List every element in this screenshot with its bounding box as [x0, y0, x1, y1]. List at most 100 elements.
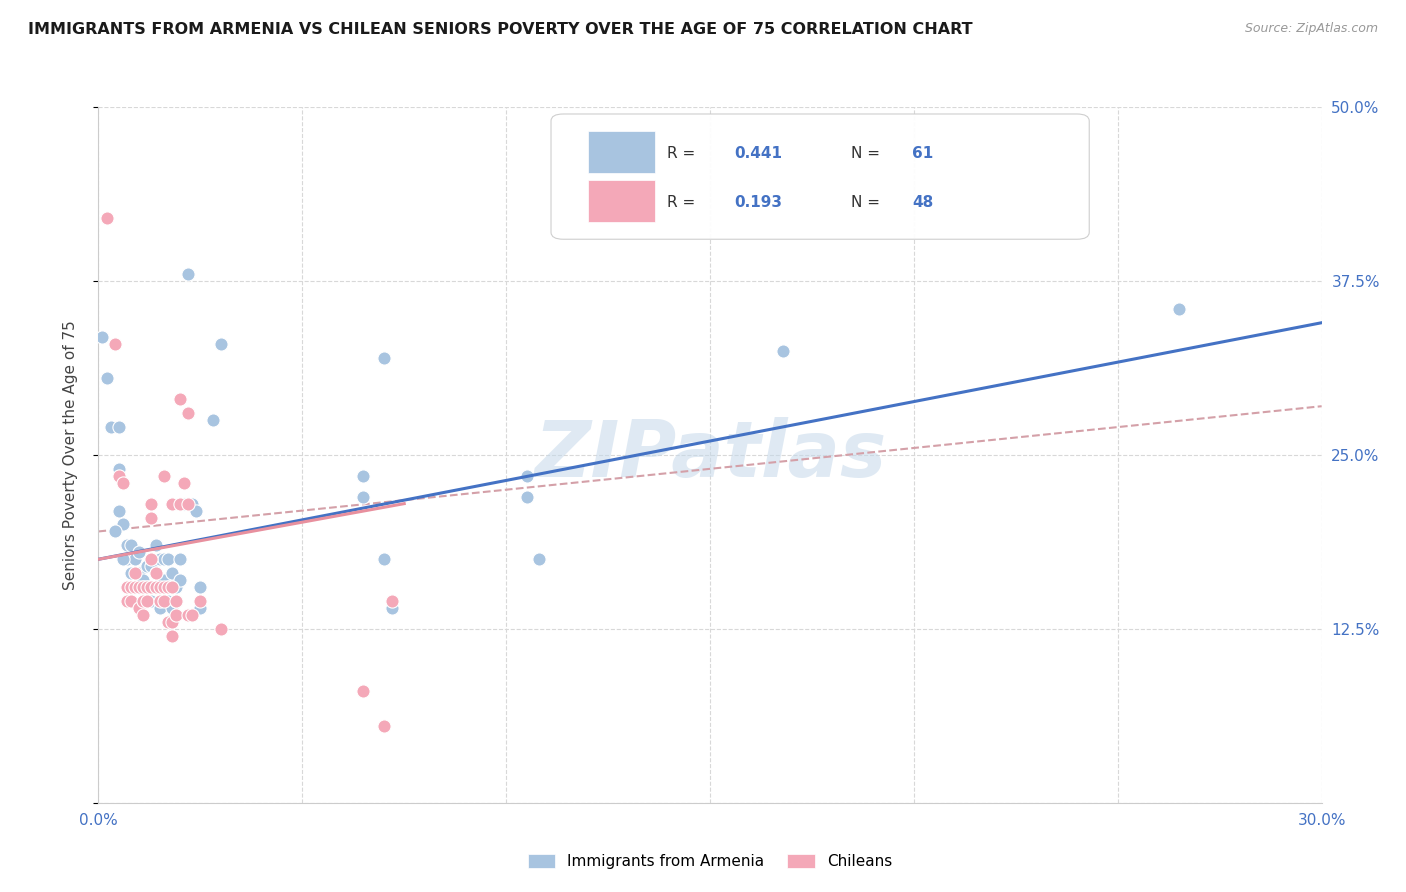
Point [201, 413, 224, 427]
Point [160, 615, 183, 629]
Point [152, 594, 174, 608]
Text: 48: 48 [912, 194, 934, 210]
Point [120, 594, 142, 608]
Point [124, 566, 146, 581]
Point [149, 580, 172, 594]
Point [96, 371, 118, 385]
Point [156, 594, 179, 608]
Point [141, 559, 163, 574]
Point [145, 538, 167, 552]
Point [104, 336, 127, 351]
Point [115, 580, 138, 594]
Point [352, 468, 374, 483]
Point [115, 552, 138, 566]
Point [104, 524, 127, 539]
Point [141, 580, 163, 594]
Point [373, 351, 395, 365]
Legend: Immigrants from Armenia, Chileans: Immigrants from Armenia, Chileans [522, 848, 898, 875]
Point [188, 601, 212, 615]
Point [136, 559, 159, 574]
Point [152, 573, 174, 587]
Text: R =: R = [668, 194, 700, 210]
Point [115, 538, 138, 552]
Point [141, 497, 163, 511]
Point [108, 468, 131, 483]
Point [373, 719, 395, 733]
Point [145, 566, 167, 581]
Point [96, 211, 118, 226]
Point [120, 580, 142, 594]
Point [173, 475, 195, 490]
Point [181, 607, 204, 622]
Point [152, 552, 174, 566]
Point [149, 580, 172, 594]
Point [169, 552, 191, 566]
Point [160, 580, 183, 594]
Point [91, 329, 114, 343]
Point [108, 462, 131, 476]
Text: ZIPatlas: ZIPatlas [534, 417, 886, 493]
FancyBboxPatch shape [588, 180, 655, 222]
Point [100, 420, 122, 434]
Point [128, 601, 150, 615]
Point [169, 497, 191, 511]
Point [145, 580, 167, 594]
Point [111, 552, 134, 566]
FancyBboxPatch shape [588, 131, 655, 173]
Point [120, 538, 142, 552]
Point [149, 552, 172, 566]
Point [160, 497, 183, 511]
Point [141, 510, 163, 524]
Point [165, 594, 187, 608]
Point [128, 545, 150, 559]
FancyBboxPatch shape [551, 114, 1090, 239]
Point [132, 607, 155, 622]
Point [373, 552, 395, 566]
Point [209, 336, 232, 351]
Point [160, 629, 183, 643]
Point [381, 594, 404, 608]
Text: 0.193: 0.193 [734, 194, 783, 210]
Point [149, 594, 172, 608]
Point [115, 594, 138, 608]
Point [177, 267, 200, 281]
Point [772, 343, 794, 358]
Point [1167, 301, 1189, 316]
Point [124, 552, 146, 566]
Point [165, 594, 187, 608]
Point [108, 503, 131, 517]
Point [132, 580, 155, 594]
Point [177, 497, 200, 511]
Point [124, 580, 146, 594]
Text: IMMIGRANTS FROM ARMENIA VS CHILEAN SENIORS POVERTY OVER THE AGE OF 75 CORRELATIO: IMMIGRANTS FROM ARMENIA VS CHILEAN SENIO… [28, 22, 973, 37]
Point [128, 566, 150, 581]
Point [160, 601, 183, 615]
Point [141, 552, 163, 566]
Point [136, 580, 159, 594]
Text: 0.441: 0.441 [734, 146, 783, 161]
Point [149, 601, 172, 615]
Point [136, 594, 159, 608]
Point [136, 580, 159, 594]
Point [111, 475, 134, 490]
Point [160, 566, 183, 581]
Point [177, 406, 200, 420]
Point [120, 566, 142, 581]
Point [177, 406, 200, 420]
Point [181, 497, 204, 511]
Text: R =: R = [668, 146, 700, 161]
Point [141, 580, 163, 594]
Point [145, 580, 167, 594]
Point [527, 552, 550, 566]
Point [152, 580, 174, 594]
Point [156, 580, 179, 594]
Point [381, 601, 404, 615]
Point [165, 607, 187, 622]
Point [111, 517, 134, 532]
Point [132, 573, 155, 587]
Point [132, 594, 155, 608]
Point [177, 607, 200, 622]
Point [516, 490, 538, 504]
Point [124, 580, 146, 594]
Point [141, 594, 163, 608]
